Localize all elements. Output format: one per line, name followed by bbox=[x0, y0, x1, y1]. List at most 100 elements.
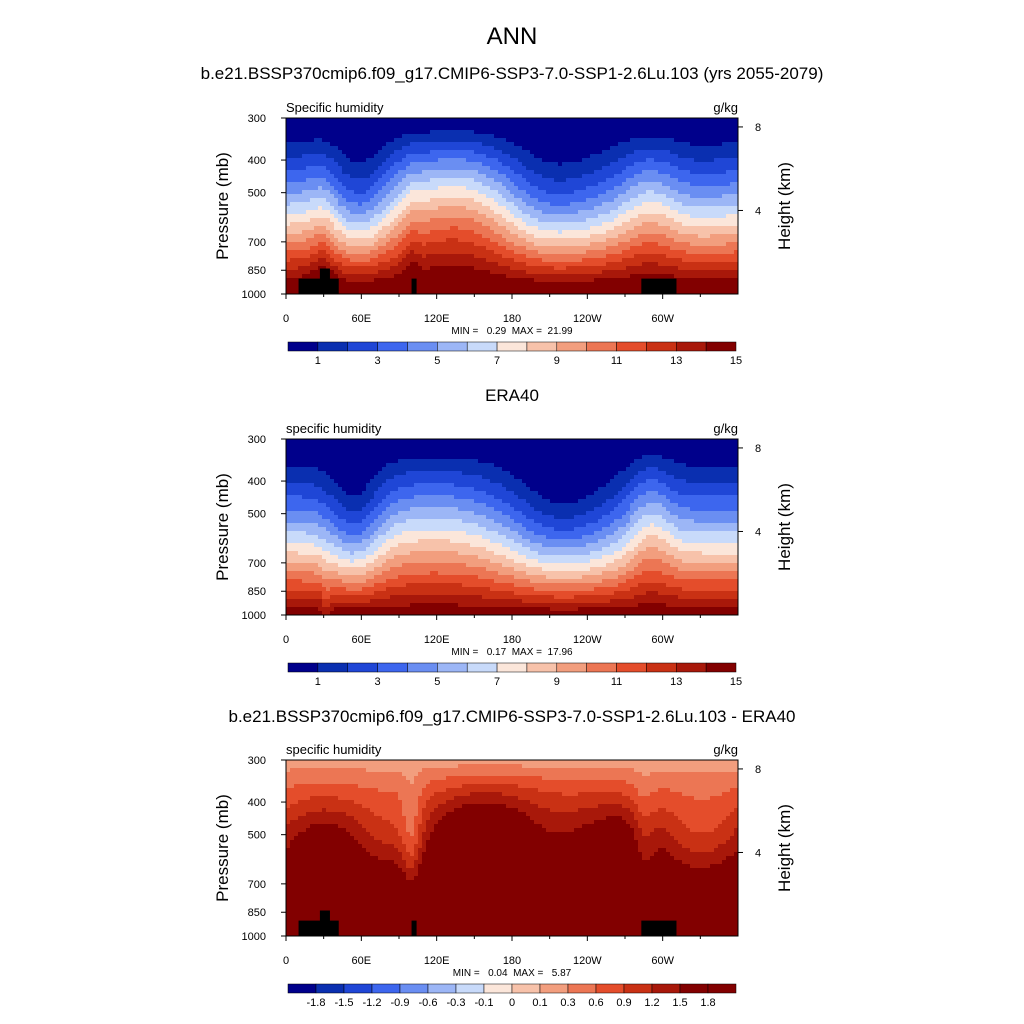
contour-cell bbox=[358, 270, 363, 275]
contour-cell bbox=[626, 278, 631, 283]
contour-cell bbox=[306, 214, 311, 219]
contour-cell bbox=[582, 118, 587, 123]
contour-cell bbox=[302, 190, 307, 195]
contour-cell bbox=[346, 210, 351, 215]
contour-cell bbox=[334, 182, 339, 187]
contour-cell bbox=[546, 130, 551, 135]
contour-cell bbox=[390, 198, 395, 203]
contour-cell bbox=[718, 226, 723, 231]
contour-cell bbox=[714, 210, 719, 215]
contour-cell bbox=[662, 242, 667, 247]
contour-cell bbox=[682, 270, 687, 275]
contour-cell bbox=[694, 190, 699, 195]
contour-cell bbox=[418, 286, 423, 291]
contour-cell bbox=[626, 126, 631, 131]
contour-cell bbox=[598, 126, 603, 131]
contour-cell bbox=[374, 182, 379, 187]
contour-cell bbox=[514, 138, 519, 143]
contour-cell bbox=[574, 258, 579, 263]
contour-cell bbox=[422, 118, 427, 123]
contour-cell bbox=[526, 198, 531, 203]
contour-cell bbox=[338, 170, 343, 175]
contour-cell bbox=[378, 222, 383, 227]
contour-cell bbox=[434, 146, 439, 151]
contour-cell bbox=[634, 142, 639, 147]
contour-cell bbox=[666, 138, 671, 143]
contour-cell bbox=[306, 250, 311, 255]
contour-cell bbox=[398, 150, 403, 155]
contour-cell bbox=[610, 282, 615, 287]
contour-cell bbox=[726, 130, 731, 135]
contour-cell bbox=[374, 226, 379, 231]
contour-cell bbox=[614, 262, 619, 267]
contour-cell bbox=[670, 206, 675, 211]
contour-cell bbox=[582, 134, 587, 139]
contour-cell bbox=[406, 286, 411, 291]
contour-cell bbox=[658, 130, 663, 135]
contour-cell bbox=[514, 278, 519, 283]
contour-cell bbox=[714, 162, 719, 167]
contour-cell bbox=[554, 162, 559, 167]
contour-cell bbox=[674, 202, 679, 207]
contour-cell bbox=[406, 186, 411, 191]
contour-cell bbox=[438, 202, 443, 207]
contour-cell bbox=[562, 194, 567, 199]
contour-cell bbox=[694, 238, 699, 243]
contour-cell bbox=[298, 222, 303, 227]
contour-cell bbox=[342, 230, 347, 235]
contour-cell bbox=[586, 222, 591, 227]
contour-cell bbox=[702, 170, 707, 175]
contour-cell bbox=[350, 242, 355, 247]
contour-cell bbox=[718, 182, 723, 187]
contour-cell bbox=[422, 130, 427, 135]
contour-cell bbox=[538, 138, 543, 143]
contour-cell bbox=[678, 186, 683, 191]
contour-cell bbox=[530, 222, 535, 227]
contour-cell bbox=[526, 218, 531, 223]
contour-cell bbox=[642, 226, 647, 231]
contour-cell bbox=[690, 138, 695, 143]
contour-cell bbox=[514, 158, 519, 163]
contour-cell bbox=[578, 138, 583, 143]
contour-cell bbox=[686, 194, 691, 199]
contour-cell bbox=[450, 146, 455, 151]
contour-cell bbox=[454, 126, 459, 131]
contour-cell bbox=[442, 202, 447, 207]
contour-cell bbox=[290, 222, 295, 227]
contour-cell bbox=[338, 154, 343, 159]
contour-cell bbox=[354, 130, 359, 135]
contour-cell bbox=[718, 274, 723, 279]
contour-cell bbox=[730, 142, 735, 147]
contour-cell bbox=[566, 234, 571, 239]
contour-cell bbox=[370, 242, 375, 247]
contour-cell bbox=[342, 122, 347, 127]
contour-cell bbox=[646, 234, 651, 239]
contour-cell bbox=[354, 214, 359, 219]
contour-cell bbox=[470, 138, 475, 143]
contour-cell bbox=[458, 258, 463, 263]
contour-cell bbox=[558, 206, 563, 211]
contour-cell bbox=[470, 154, 475, 159]
contour-cell bbox=[450, 238, 455, 243]
contour-cell bbox=[686, 262, 691, 267]
contour-cell bbox=[434, 118, 439, 123]
contour-cell bbox=[462, 146, 467, 151]
contour-cell bbox=[686, 198, 691, 203]
contour-cell bbox=[498, 202, 503, 207]
contour-cell bbox=[690, 186, 695, 191]
contour-cell bbox=[358, 198, 363, 203]
contour-cell bbox=[594, 262, 599, 267]
contour-cell bbox=[562, 206, 567, 211]
contour-cell bbox=[430, 118, 435, 123]
contour-cell bbox=[358, 122, 363, 127]
contour-cell bbox=[682, 242, 687, 247]
contour-cell bbox=[294, 286, 299, 291]
contour-cell bbox=[682, 210, 687, 215]
contour-cell bbox=[442, 286, 447, 291]
contour-cell bbox=[694, 174, 699, 179]
contour-cell bbox=[558, 118, 563, 123]
contour-cell bbox=[314, 222, 319, 227]
contour-cell bbox=[658, 126, 663, 131]
contour-cell bbox=[638, 150, 643, 155]
contour-cell bbox=[542, 198, 547, 203]
